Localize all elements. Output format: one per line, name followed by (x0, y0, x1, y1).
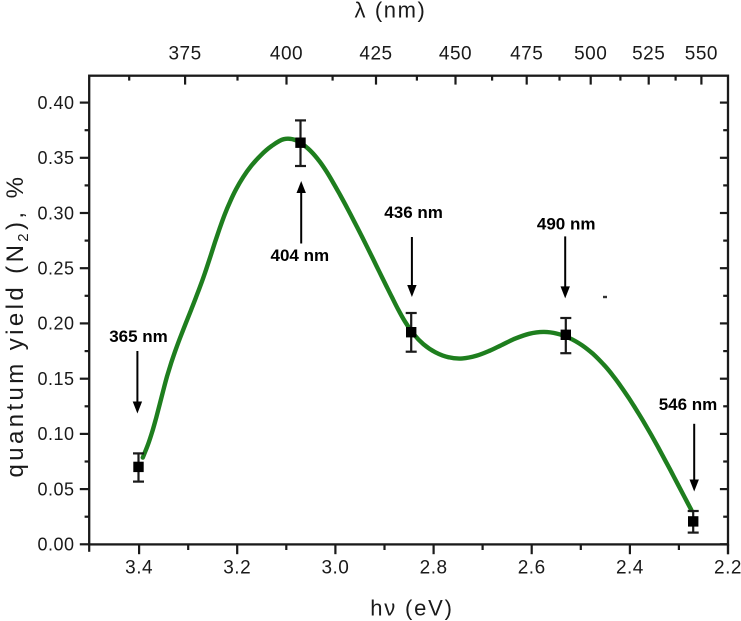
svg-text:0.20: 0.20 (37, 314, 74, 334)
svg-text:0.35: 0.35 (37, 148, 74, 168)
svg-text:0.30: 0.30 (37, 203, 74, 223)
svg-text:0.10: 0.10 (37, 424, 74, 444)
svg-text:375: 375 (168, 44, 201, 65)
svg-text:2.8: 2.8 (420, 558, 448, 579)
svg-text:hν (eV): hν (eV) (370, 596, 454, 621)
svg-text:550: 550 (685, 44, 718, 65)
svg-text:450: 450 (439, 44, 472, 65)
svg-text:475: 475 (510, 44, 543, 65)
svg-text:2.4: 2.4 (616, 558, 644, 579)
svg-text:436 nm: 436 nm (384, 203, 443, 222)
svg-text:500: 500 (574, 44, 607, 65)
svg-text:2.2: 2.2 (714, 558, 741, 579)
svg-text:3.2: 3.2 (223, 558, 251, 579)
svg-text:0.25: 0.25 (37, 259, 74, 279)
svg-text:2.6: 2.6 (518, 558, 546, 579)
svg-text:3.0: 3.0 (321, 558, 349, 579)
svg-text:365 nm: 365 nm (109, 327, 168, 346)
svg-text:0.05: 0.05 (37, 479, 74, 499)
svg-text:546 nm: 546 nm (659, 395, 718, 414)
svg-text:0.40: 0.40 (37, 93, 74, 113)
svg-text:490 nm: 490 nm (537, 214, 596, 233)
svg-text:525: 525 (632, 44, 665, 65)
svg-text:425: 425 (359, 44, 392, 65)
svg-text:λ (nm): λ (nm) (355, 0, 427, 23)
svg-text:404 nm: 404 nm (271, 246, 330, 265)
svg-text:3.4: 3.4 (125, 558, 153, 579)
svg-text:0.15: 0.15 (37, 369, 74, 389)
svg-text:400: 400 (270, 44, 303, 65)
svg-text:quantum yield (N2), %: quantum yield (N2), % (2, 174, 32, 478)
svg-text:0.00: 0.00 (37, 535, 74, 555)
